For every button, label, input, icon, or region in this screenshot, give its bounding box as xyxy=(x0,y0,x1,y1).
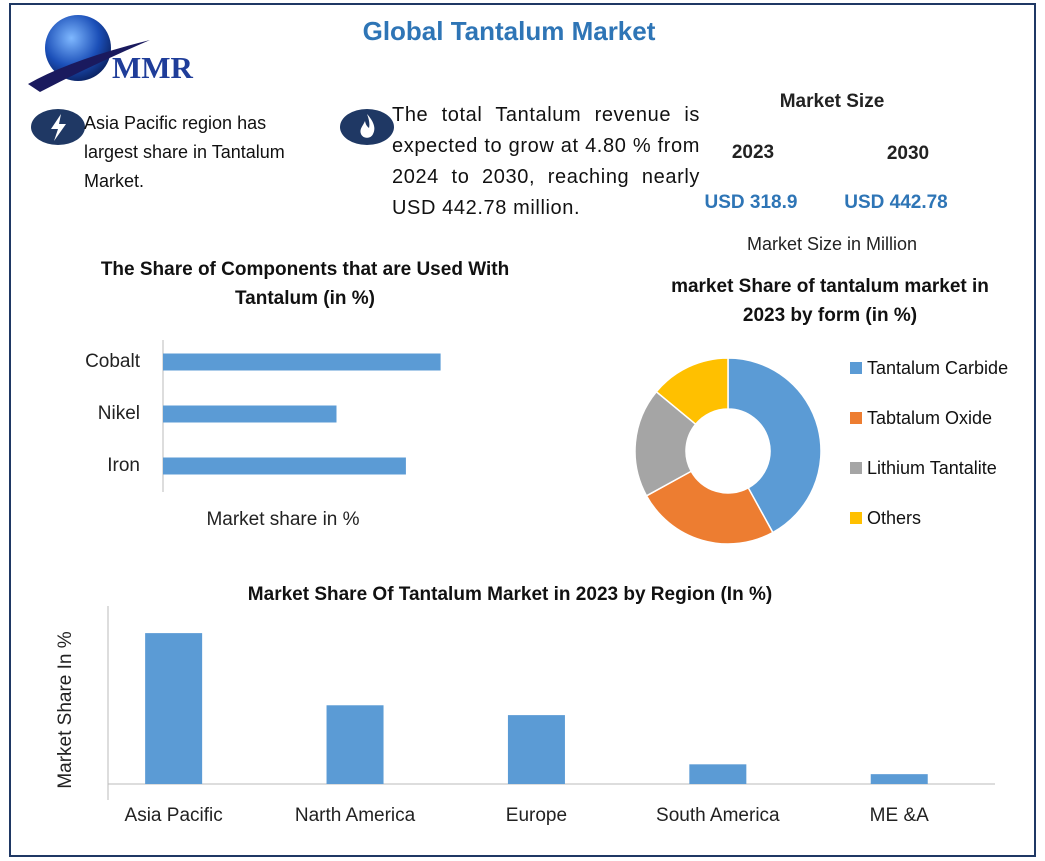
bar xyxy=(163,405,337,423)
bar xyxy=(163,457,406,475)
frame xyxy=(9,3,1036,857)
amount: USD 318.9 xyxy=(705,192,798,213)
y-axis-label: Market Share In % xyxy=(55,631,76,788)
year: 2030 xyxy=(887,143,929,164)
legend-label: Lithium Tantalite xyxy=(867,458,997,478)
legend-label: Tantalum Carbide xyxy=(867,358,1009,378)
page-title: Global Tantalum Market xyxy=(363,16,656,46)
legend-swatch xyxy=(850,462,862,474)
logo-text: MMR xyxy=(112,50,194,85)
market-size-note: Market Size in Million xyxy=(747,234,917,254)
year: 2023 xyxy=(732,142,774,163)
legend-swatch xyxy=(850,512,862,524)
bar xyxy=(870,774,928,784)
amount: USD 442.78 xyxy=(844,192,948,213)
y-tick-label: Iron xyxy=(107,455,140,476)
x-axis-label: Market share in % xyxy=(206,509,359,530)
chart-title: market Share of tantalum market in 2023 … xyxy=(671,276,989,326)
icon-flame xyxy=(360,114,375,138)
x-tick-label: Europe xyxy=(506,805,567,826)
highlight: Asia Pacific region has largest share in… xyxy=(84,113,285,191)
chart-title: The Share of Components that are Used Wi… xyxy=(100,259,510,309)
bar xyxy=(145,633,203,784)
donut-slice xyxy=(645,470,774,545)
chart-title: Market Share Of Tantalum Market in 2023 … xyxy=(247,584,773,605)
donut-slice xyxy=(727,357,822,534)
legend-swatch xyxy=(850,412,862,424)
donut-slice xyxy=(655,357,729,426)
market-size-title: Market Size xyxy=(780,91,885,112)
x-tick-label: ME &A xyxy=(870,805,929,826)
bar xyxy=(689,764,747,784)
highlight: The total Tantalum revenue is expected t… xyxy=(392,104,700,219)
x-tick-label: Asia Pacific xyxy=(125,805,223,826)
bar xyxy=(507,715,565,784)
y-tick-label: Nikel xyxy=(98,403,140,424)
bar xyxy=(326,705,384,784)
y-tick-label: Cobalt xyxy=(85,351,141,372)
legend-label: Tabtalum Oxide xyxy=(867,408,993,428)
legend-label: Others xyxy=(867,508,922,528)
logo-swoosh xyxy=(28,40,150,92)
bar xyxy=(163,353,441,371)
x-tick-label: South America xyxy=(656,805,780,826)
icon-bolt xyxy=(51,114,66,141)
legend-swatch xyxy=(850,362,862,374)
x-tick-label: Narth America xyxy=(295,805,416,826)
